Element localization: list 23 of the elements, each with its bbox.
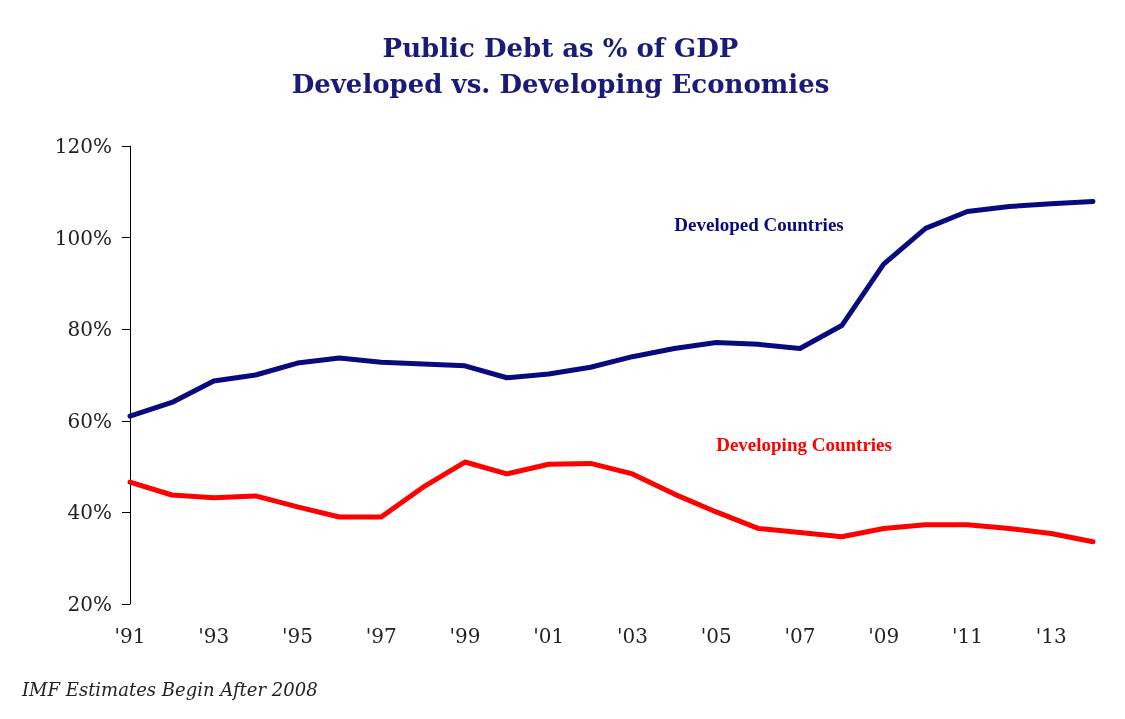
y-tick-label: 120%: [54, 134, 112, 158]
x-tick-label: '97: [365, 624, 397, 648]
y-tick-label: 80%: [67, 317, 112, 342]
x-tick-label: '11: [951, 624, 983, 648]
text: Developed Countries: [674, 213, 844, 235]
y-tick-label: 40%: [67, 500, 112, 525]
x-tick-label: '09: [868, 624, 900, 648]
text: IMF Estimates Begin After 2008: [21, 678, 318, 700]
x-tick-label: '99: [449, 624, 481, 648]
x-tick-label: '07: [784, 624, 816, 648]
x-tick-label: '01: [533, 624, 565, 648]
y-tick-label: 100%: [54, 225, 112, 250]
y-tick-label: 60%: [67, 408, 112, 433]
x-tick-label: '91: [114, 624, 146, 648]
x-tick-label: '03: [616, 624, 648, 648]
x-tick-label: '13: [1035, 624, 1067, 648]
chart-subtitle: Developed vs. Developing Economies: [291, 69, 830, 99]
x-tick-label: '05: [700, 624, 732, 648]
chart-title: Public Debt as % of GDP: [382, 33, 739, 63]
y-tick-label: 20%: [67, 592, 112, 616]
x-tick-label: '95: [282, 624, 313, 648]
x-tick-label: '93: [198, 624, 230, 648]
text: Developing Countries: [716, 433, 892, 455]
